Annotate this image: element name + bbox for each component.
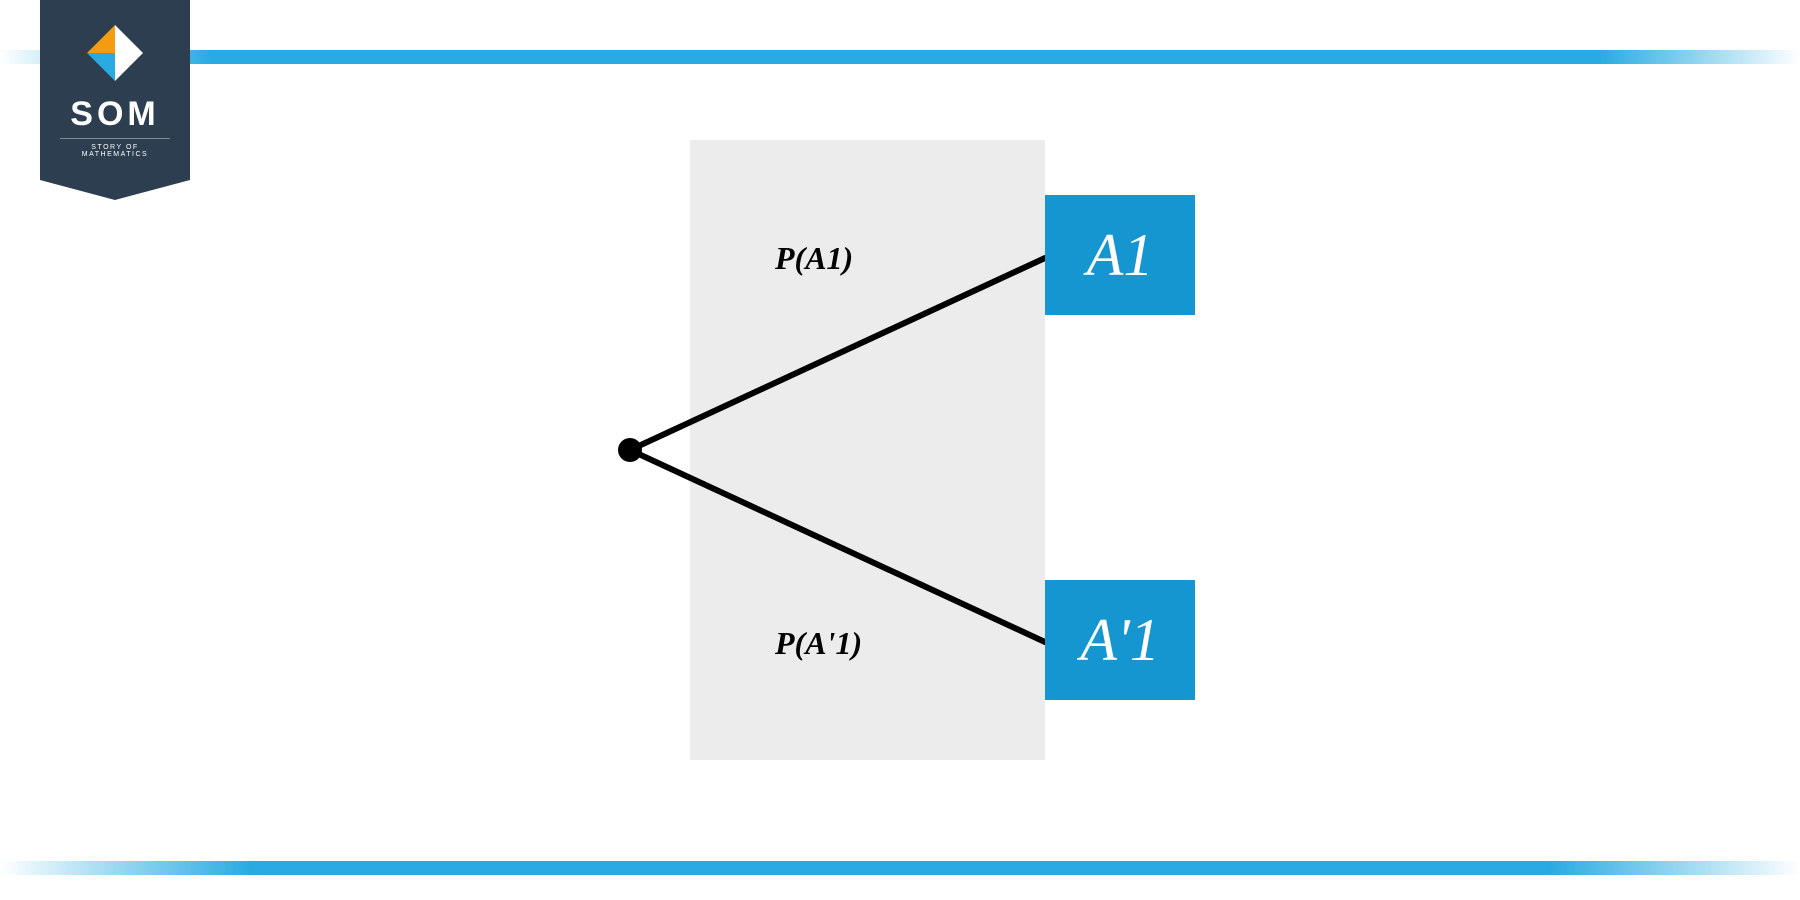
bottom-bar-fade-right <box>1550 861 1800 875</box>
bottom-accent-bar <box>0 861 1800 875</box>
top-accent-bar <box>0 50 1800 64</box>
top-bar-solid <box>210 50 1800 64</box>
logo-brand-text: SOM <box>40 95 190 134</box>
logo-icon <box>87 25 143 81</box>
edge-label-0: P(A1) <box>775 240 853 277</box>
bottom-bar-fade-left <box>0 861 250 875</box>
logo-tagline: STORY OF MATHEMATICS <box>60 138 170 158</box>
tree-node-0: A1 <box>1045 195 1195 315</box>
logo-badge: SOM STORY OF MATHEMATICS <box>40 0 190 180</box>
probability-tree-diagram: A1 A'1 P(A1) P(A'1) <box>550 140 1250 760</box>
edge-label-1: P(A'1) <box>775 625 862 662</box>
tree-node-1: A'1 <box>1045 580 1195 700</box>
top-bar-fade-right <box>1600 50 1800 64</box>
